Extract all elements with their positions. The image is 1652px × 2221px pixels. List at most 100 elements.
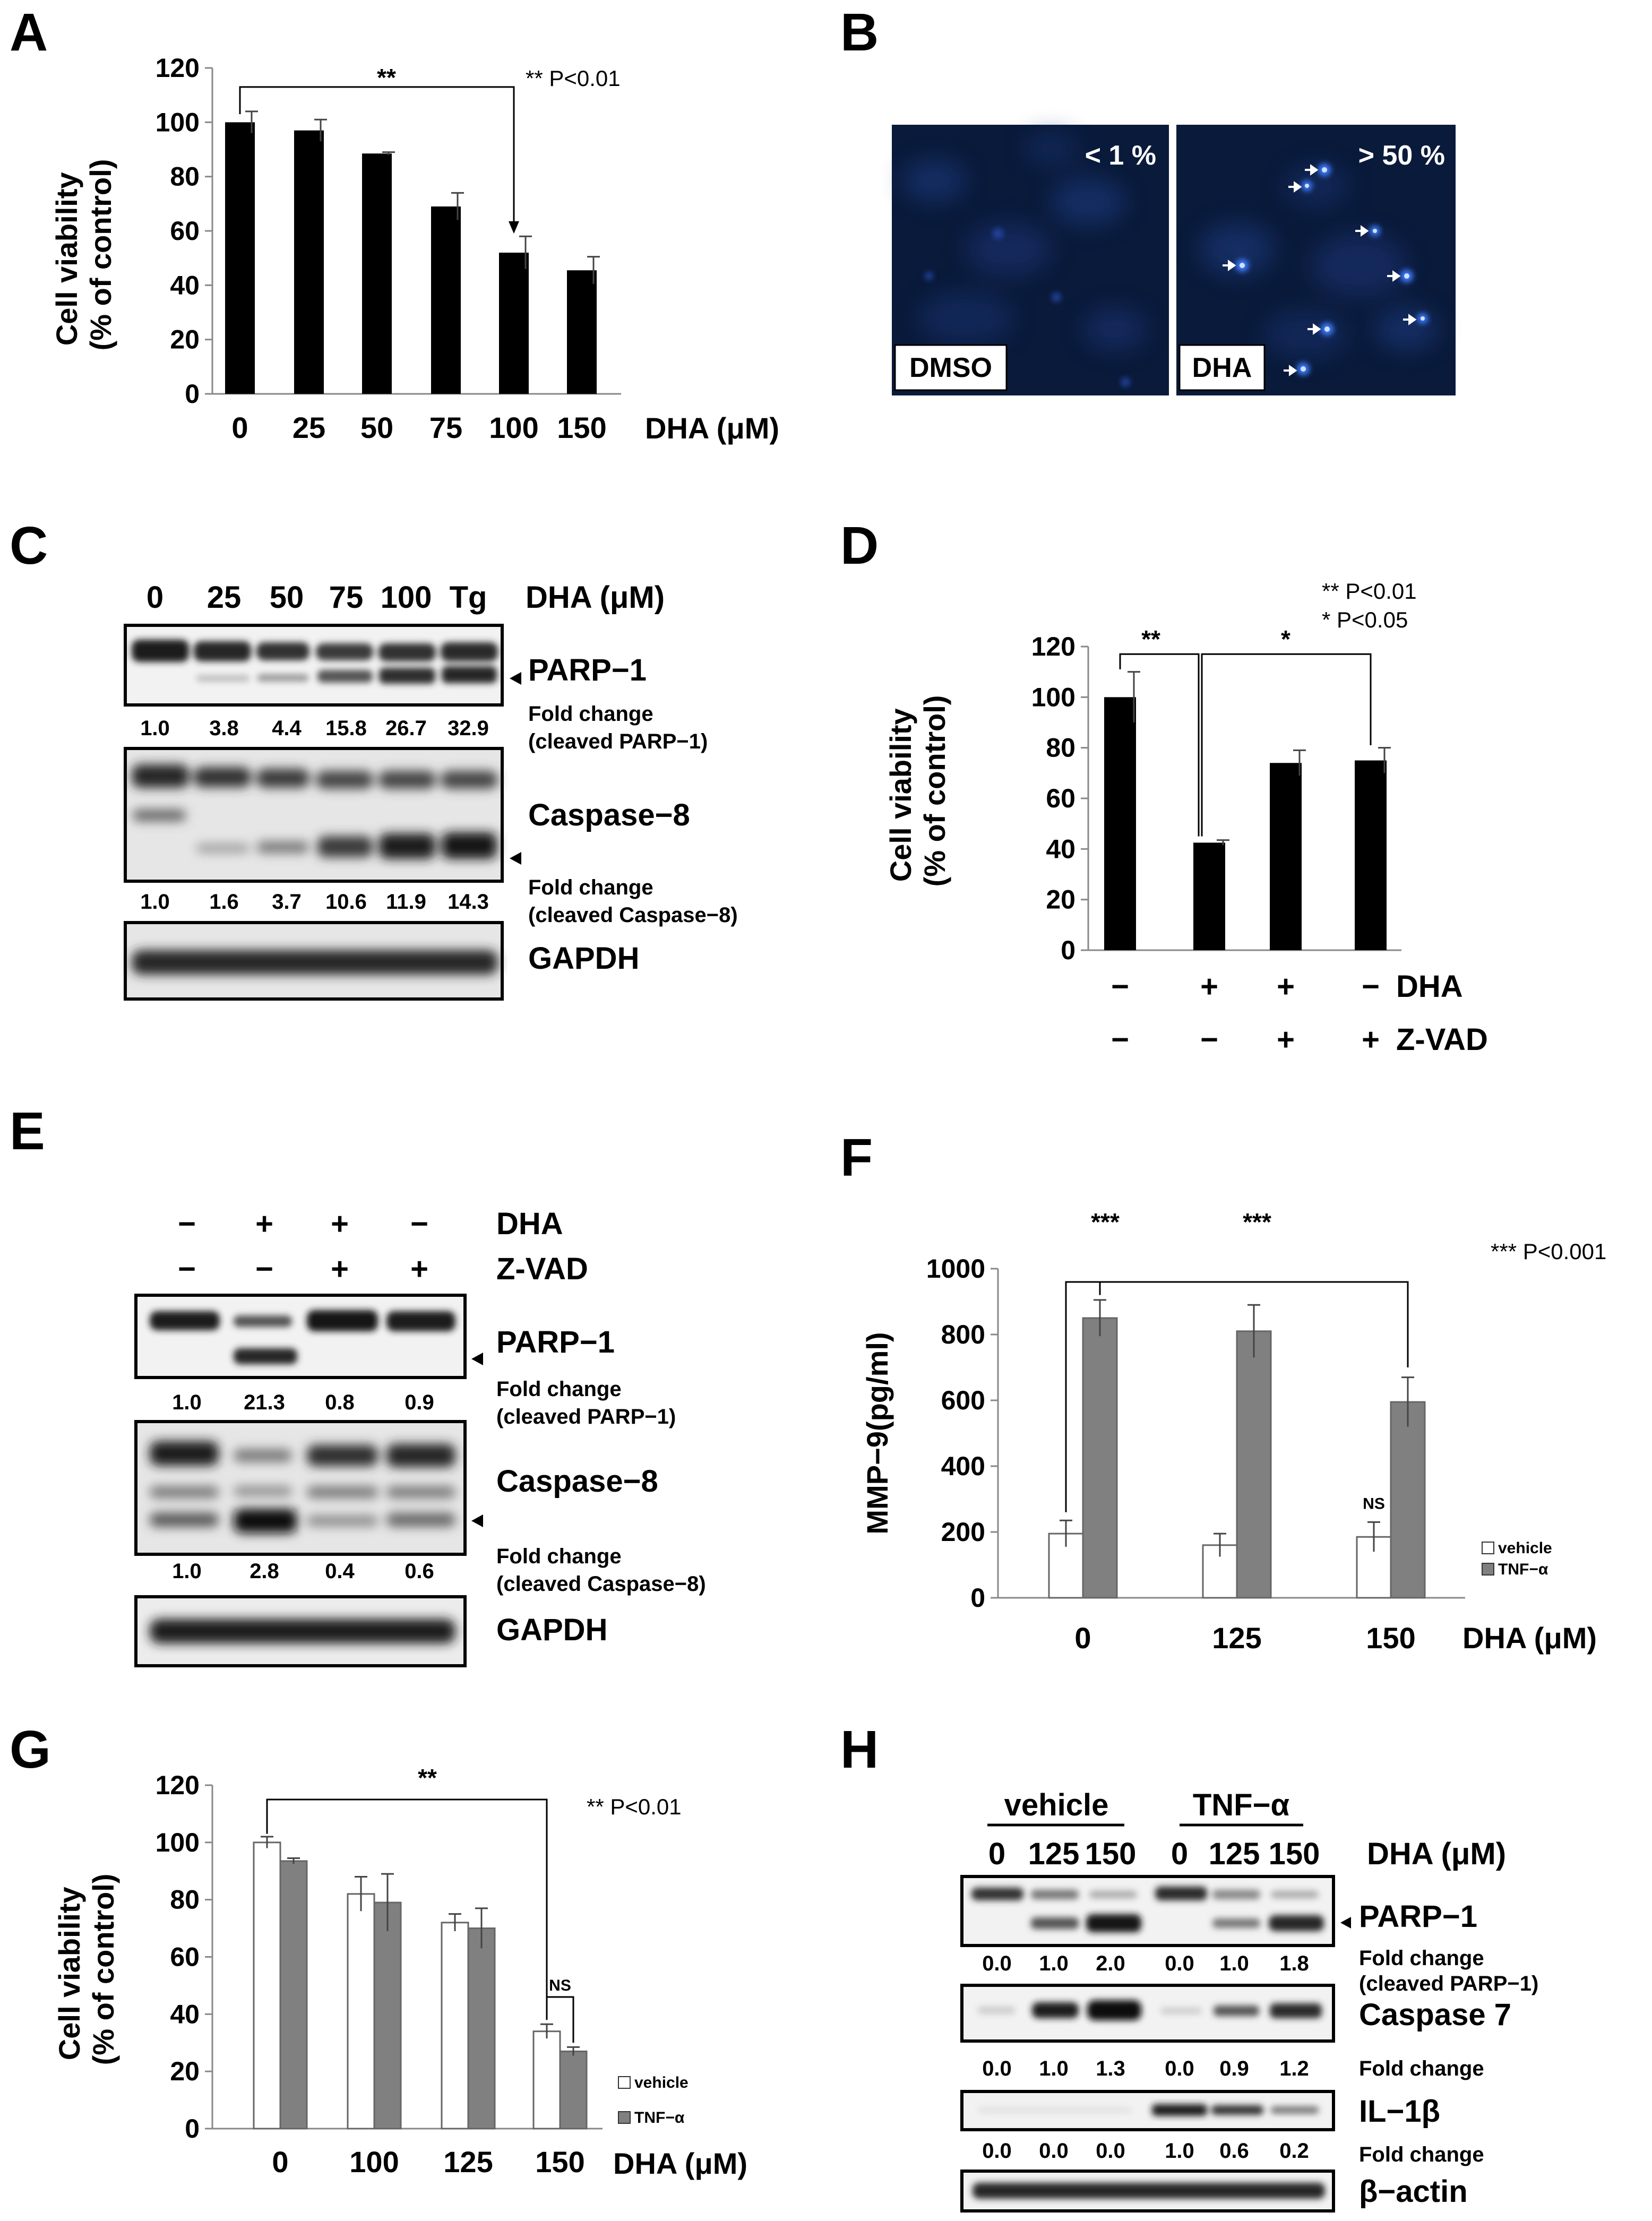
x-tick-label: 25: [292, 411, 325, 444]
dha-sign: +: [331, 1207, 349, 1241]
bar: [567, 270, 597, 394]
zvad-sign: −: [1111, 1022, 1129, 1057]
significance-bracket: [239, 86, 515, 226]
legend-swatch-tnf: [1482, 1563, 1494, 1576]
legend-label-vehicle: vehicle: [1498, 1539, 1552, 1557]
bar-tnf: [1236, 1330, 1272, 1599]
panel-g-ylabel: Cell viability (% of control): [53, 1874, 120, 2065]
panel-d-y-tick-label: 100: [1031, 682, 1075, 712]
panel-a-bar-chart: Cell viability (% of control) DHA (μM) *…: [50, 53, 779, 445]
bar-vehicle: [1202, 1544, 1238, 1599]
microscopy-image-dmso: < 1 % DMSO: [892, 125, 1169, 395]
fold-value: 3.7: [272, 890, 302, 914]
panel-h-western-blot: vehicle TNF−α 0 125 150 0 125 150 DHA (μ…: [960, 1788, 1538, 2213]
dha-sign: −: [1362, 969, 1380, 1004]
fold-value: 0.0: [1039, 2139, 1069, 2163]
fold-value: 1.8: [1279, 1952, 1309, 1975]
panel-f-y-tick-label: 200: [941, 1517, 985, 1547]
x-tick-label: 125: [1212, 1621, 1261, 1655]
dha-sign: +: [255, 1207, 273, 1241]
fold-label: Fold change: [1359, 2057, 1484, 2080]
bar: [1355, 760, 1387, 950]
legend-label-tnf: TNF−α: [1498, 1561, 1548, 1578]
row-label-zvad: Z-VAD: [1396, 1022, 1488, 1057]
fold-value: 1.6: [209, 890, 239, 914]
arrowhead-icon: [510, 852, 521, 865]
panel-g-y-tick-label: 20: [170, 2056, 200, 2086]
lane-label: 25: [207, 580, 242, 615]
fold-value: 1.0: [1039, 1952, 1069, 1975]
panel-c-western-blot: 0 25 50 75 100 Tg DHA (μM) PARP: [124, 580, 738, 1001]
bar: [362, 153, 392, 394]
panel-d-ylabel-line-1: Cell viability: [884, 708, 917, 882]
ns-label: NS: [549, 1977, 571, 1994]
fold-label-sub: (cleaved Caspase−8): [528, 903, 738, 927]
panel-f-y-tick-label: 600: [941, 1385, 985, 1415]
bar-vehicle: [441, 1922, 469, 2130]
fold-label: Fold change: [496, 1378, 622, 1401]
blot-gapdh: [124, 921, 504, 1001]
treatment-label: DHA (μM): [1367, 1837, 1506, 1871]
panel-a-y-tick-label: 120: [156, 53, 200, 83]
panel-label-f: F: [840, 1128, 873, 1187]
blot-name: β−actin: [1359, 2174, 1468, 2209]
dmso-percent: < 1 %: [1085, 140, 1156, 171]
arrow-icons: [1223, 164, 1417, 376]
significance-bracket: [266, 1798, 548, 2020]
panel-a-y-tick-label: 0: [185, 379, 200, 409]
blot-parp1: [960, 1875, 1335, 1947]
row-label-dha: DHA: [496, 1207, 563, 1241]
bar: [225, 122, 255, 394]
zvad-sign: −: [1200, 1022, 1218, 1057]
fold-value: 21.3: [244, 1391, 285, 1414]
fold-value: 11.9: [386, 890, 426, 914]
panel-f-bar-chart: MMP−9(pg/ml) DHA (μM) *** P<0.001 *** **…: [861, 1208, 1606, 1655]
panel-f-ylabel: MMP−9(pg/ml): [861, 1332, 894, 1534]
fold-value: 0.2: [1279, 2139, 1309, 2163]
bar-vehicle: [347, 1893, 375, 2130]
panel-a-ylabel-line-1: Cell viability: [50, 172, 83, 346]
blot-parp1: [124, 624, 504, 707]
fold-value: 0.4: [325, 1560, 355, 1583]
panel-a-y-tick-label: 40: [170, 270, 200, 300]
fold-value: 0.0: [1165, 1952, 1194, 1975]
x-tick-label: 150: [1366, 1621, 1415, 1655]
fold-value: 0.0: [982, 2139, 1012, 2163]
fold-value: 14.3: [448, 890, 489, 914]
blot-gapdh: [134, 1595, 467, 1667]
fold-value: 0.6: [405, 1560, 434, 1583]
panel-label-d: D: [840, 516, 879, 575]
ns-bracket: [546, 1996, 574, 2043]
dmso-label: DMSO: [909, 352, 992, 383]
panel-a-y-tick-label: 100: [156, 107, 200, 137]
row-label-dha: DHA: [1396, 969, 1463, 1004]
group-label-vehicle: vehicle: [1004, 1788, 1109, 1822]
panel-d-ylabel: Cell viability (% of control): [884, 695, 951, 887]
panel-d-y-tick-label: 120: [1031, 632, 1075, 661]
bar: [499, 252, 529, 394]
zvad-sign: +: [331, 1252, 349, 1286]
legend-swatch-vehicle: [618, 2076, 631, 2089]
panel-f-y-tick-label: 0: [970, 1583, 985, 1613]
bar-tnf: [559, 2050, 588, 2130]
fold-value: 15.8: [325, 717, 367, 740]
panel-a-y-tick-label: 80: [170, 162, 200, 192]
dha-percent: > 50 %: [1358, 140, 1445, 171]
panel-f-significance-1: ***: [1091, 1208, 1120, 1236]
blot-beta-actin: [960, 2170, 1335, 2213]
panel-a-y-tick-label: 20: [170, 325, 200, 355]
panel-e-western-blot: − + + − − − + + DHA Z-VAD PARP−1 Fold ch…: [134, 1207, 706, 1667]
panel-g-y-tick-label: 60: [170, 1942, 200, 1972]
bar-vehicle: [532, 2030, 561, 2130]
fold-label-sub: (cleaved PARP−1): [1359, 1972, 1538, 1995]
lane-label: 100: [381, 580, 432, 615]
lane-label: 50: [270, 580, 304, 615]
lane-label: 125: [1028, 1837, 1080, 1871]
panel-g-bar-chart: Cell viability (% of control) DHA (μM) *…: [53, 1764, 747, 2180]
fold-value: 0.6: [1219, 2139, 1249, 2163]
panel-a-ylabel: Cell viability (% of control): [50, 159, 117, 351]
panel-label-a: A: [10, 3, 48, 62]
panel-f-significance-2: ***: [1243, 1208, 1271, 1236]
panel-label-b: B: [840, 3, 879, 62]
fold-value: 1.0: [1165, 2139, 1194, 2163]
